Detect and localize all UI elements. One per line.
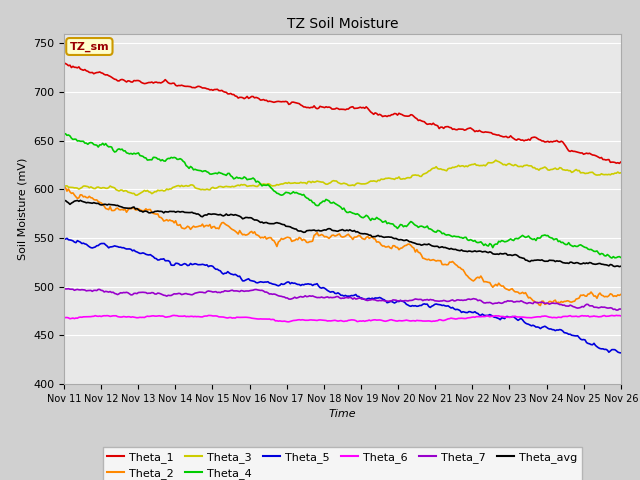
Theta_6 — [617, 313, 625, 319]
Theta_6 — [340, 319, 348, 324]
Theta_6 — [596, 314, 604, 320]
Theta_2 — [60, 184, 68, 190]
Line: Theta_2: Theta_2 — [64, 187, 621, 306]
Theta_4 — [617, 254, 625, 260]
Line: Theta_5: Theta_5 — [64, 238, 621, 353]
Theta_3 — [240, 182, 248, 188]
Theta_4 — [395, 224, 403, 229]
Theta_avg — [77, 197, 84, 203]
Theta_5 — [198, 262, 206, 267]
Theta_5 — [340, 293, 348, 299]
Line: Theta_6: Theta_6 — [64, 315, 621, 322]
Theta_6 — [239, 314, 246, 320]
Theta_1 — [197, 84, 205, 90]
Theta_1 — [251, 95, 259, 101]
Text: TZ_sm: TZ_sm — [70, 41, 109, 52]
Theta_5 — [596, 346, 604, 351]
Theta_avg — [252, 217, 260, 223]
Theta_2 — [239, 232, 246, 238]
Theta_4 — [240, 174, 248, 180]
Theta_4 — [60, 131, 68, 137]
Theta_3 — [395, 174, 403, 180]
Theta_6 — [251, 316, 259, 322]
Theta_avg — [617, 264, 625, 269]
Theta_5 — [617, 350, 625, 356]
Theta_1 — [616, 160, 623, 166]
Theta_4 — [608, 255, 616, 261]
Theta_5 — [60, 236, 68, 242]
Theta_4 — [252, 179, 260, 185]
Theta_1 — [339, 107, 346, 112]
Theta_avg — [240, 216, 248, 221]
Theta_avg — [340, 228, 348, 233]
Theta_avg — [596, 261, 604, 266]
Theta_7 — [595, 305, 602, 311]
Legend: Theta_1, Theta_2, Theta_3, Theta_4, Theta_5, Theta_6, Theta_7, Theta_avg: Theta_1, Theta_2, Theta_3, Theta_4, Thet… — [102, 447, 582, 480]
Theta_7 — [612, 307, 620, 313]
Theta_2 — [536, 303, 544, 309]
Theta_7 — [60, 286, 68, 291]
X-axis label: Time: Time — [328, 409, 356, 419]
Title: TZ Soil Moisture: TZ Soil Moisture — [287, 17, 398, 31]
Theta_3 — [133, 192, 141, 198]
Theta_7 — [617, 306, 625, 312]
Theta_4 — [198, 169, 206, 175]
Theta_3 — [598, 171, 605, 177]
Theta_6 — [197, 314, 205, 320]
Theta_7 — [239, 288, 246, 294]
Theta_5 — [63, 235, 71, 241]
Theta_1 — [617, 159, 625, 165]
Theta_4 — [596, 252, 604, 257]
Theta_2 — [251, 229, 259, 235]
Theta_3 — [492, 157, 500, 163]
Theta_avg — [395, 237, 403, 243]
Theta_7 — [197, 289, 205, 295]
Theta_1 — [595, 155, 602, 160]
Theta_7 — [339, 295, 346, 301]
Theta_2 — [197, 223, 205, 229]
Theta_avg — [198, 214, 206, 220]
Theta_4 — [340, 205, 348, 211]
Theta_7 — [251, 287, 259, 292]
Theta_3 — [60, 183, 68, 189]
Line: Theta_1: Theta_1 — [64, 63, 621, 163]
Theta_3 — [252, 183, 260, 189]
Theta_avg — [60, 198, 68, 204]
Theta_6 — [285, 319, 292, 324]
Theta_1 — [394, 112, 401, 118]
Theta_5 — [240, 278, 248, 284]
Theta_3 — [340, 180, 348, 186]
Y-axis label: Soil Moisture (mV): Soil Moisture (mV) — [17, 157, 28, 260]
Theta_6 — [60, 315, 68, 321]
Theta_4 — [61, 131, 69, 137]
Theta_3 — [617, 170, 625, 176]
Line: Theta_4: Theta_4 — [64, 134, 621, 258]
Theta_5 — [252, 280, 260, 286]
Theta_2 — [596, 290, 604, 296]
Line: Theta_3: Theta_3 — [64, 160, 621, 195]
Line: Theta_7: Theta_7 — [64, 288, 621, 310]
Theta_6 — [612, 312, 620, 318]
Theta_2 — [617, 291, 625, 297]
Theta_3 — [198, 186, 206, 192]
Theta_6 — [395, 318, 403, 324]
Theta_7 — [394, 298, 401, 304]
Theta_2 — [339, 234, 346, 240]
Theta_1 — [239, 95, 246, 100]
Theta_1 — [60, 60, 68, 66]
Line: Theta_avg: Theta_avg — [64, 200, 621, 267]
Theta_5 — [395, 299, 403, 304]
Theta_avg — [616, 264, 623, 270]
Theta_2 — [394, 245, 401, 251]
